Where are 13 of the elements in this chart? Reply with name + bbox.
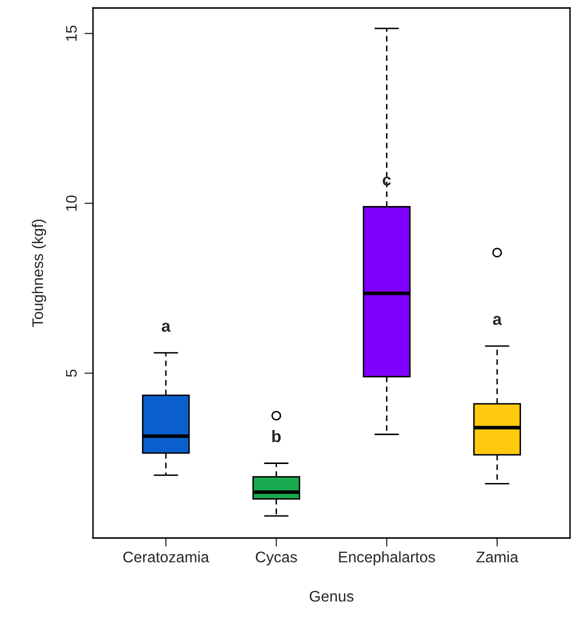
x-tick-label: Encephalartos [339, 551, 435, 566]
x-axis-title: Genus [310, 590, 354, 602]
x-tick-label: Ceratozamia [123, 551, 210, 562]
y-axis-title: Toughness (kgf) [32, 220, 46, 327]
annotation: b [272, 430, 281, 442]
annotation: a [492, 316, 502, 326]
annotation: a [162, 322, 171, 332]
x-tick-label: Cycas [256, 552, 297, 566]
y-tick-label: 5 [66, 370, 77, 377]
y-tick-label: 15 [66, 26, 77, 41]
x-tick-label: Zamia [476, 551, 518, 562]
annotation: c [382, 176, 391, 186]
y-tick-label: 10 [66, 195, 77, 211]
